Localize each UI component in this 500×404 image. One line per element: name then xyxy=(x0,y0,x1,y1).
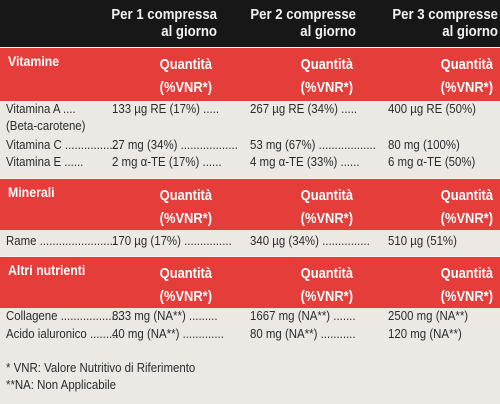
divider xyxy=(0,47,500,48)
table-row: Vitamina E ...... 2 mg α-TE (17%) ......… xyxy=(0,154,500,170)
table-row: Vitamina A .... 133 µg RE (17%) ..... 26… xyxy=(0,101,500,117)
value-2: 53 mg (67%) .................. xyxy=(250,137,376,152)
nutrient-name: Acido ialuronico ......... xyxy=(6,326,119,341)
section-title: Minerali xyxy=(8,184,55,200)
table-header: Per 1 compressa al giorno Per 2 compress… xyxy=(0,0,500,47)
quantity-label: Quantità (%VNR*) xyxy=(300,187,353,227)
quantity-label: Quantità (%VNR*) xyxy=(159,187,212,227)
divider xyxy=(0,178,500,179)
value-3: 6 mg α-TE (50%) xyxy=(388,154,476,169)
footnote-vnr: * VNR: Valore Nutritivo di Riferimento xyxy=(6,360,196,375)
value-3: 510 µg (51%) xyxy=(388,233,457,248)
quantity-label: Quantità (%VNR*) xyxy=(159,265,212,305)
value-1: 133 µg RE (17%) ..... xyxy=(112,101,220,116)
value-3: 2500 mg (NA**) xyxy=(388,308,469,323)
value-3: 80 mg (100%) xyxy=(388,137,460,152)
quantity-label: Quantità (%VNR*) xyxy=(440,265,493,305)
quantity-label: Quantità (%VNR*) xyxy=(440,56,493,96)
section-title: Altri nutrienti xyxy=(8,262,86,278)
value-3: 120 mg (NA**) xyxy=(388,326,462,341)
quantity-label: Quantità (%VNR*) xyxy=(300,265,353,305)
value-2: 267 µg RE (34%) ..... xyxy=(250,101,358,116)
value-1: 833 mg (NA**) ......... xyxy=(112,308,218,323)
value-1: 40 mg (NA**) ............. xyxy=(112,326,224,341)
table-row: Rame ........................ 170 µg (17… xyxy=(0,233,500,249)
section-title: Vitamine xyxy=(8,53,60,69)
section-header-minerali: Minerali Quantità (%VNR*) Quantità (%VNR*)… xyxy=(0,178,500,230)
value-1: 2 mg α-TE (17%) ...... xyxy=(112,154,222,169)
value-2: 4 mg α-TE (33%) ...... xyxy=(250,154,360,169)
quantity-label: Quantità (%VNR*) xyxy=(159,56,212,96)
value-1: 170 µg (17%) ............... xyxy=(112,233,232,248)
value-3: 400 µg RE (50%) xyxy=(388,101,476,116)
value-2: 340 µg (34%) ............... xyxy=(250,233,370,248)
nutrient-name: Rame ........................ xyxy=(6,233,116,248)
nutrient-name: Vitamina E ...... xyxy=(6,154,84,169)
header-col-2: Per 2 compresse al giorno xyxy=(250,6,356,40)
table-row: (Beta-carotene) xyxy=(0,118,500,134)
divider xyxy=(0,256,500,257)
nutrient-name: (Beta-carotene) xyxy=(6,118,86,133)
value-2: 80 mg (NA**) ........... xyxy=(250,326,356,341)
section-header-altri-nutrienti: Altri nutrienti Quantità (%VNR*) Quantità… xyxy=(0,256,500,308)
footnote-na: **NA: Non Applicabile xyxy=(6,377,117,392)
nutrient-name: Vitamina C .................. xyxy=(6,137,123,152)
table-row: Vitamina C .................. 27 mg (34%… xyxy=(0,137,500,153)
header-col-3: Per 3 compresse al giorno xyxy=(392,6,498,40)
nutrient-name: Vitamina A .... xyxy=(6,101,76,116)
value-2: 1667 mg (NA**) ....... xyxy=(250,308,356,323)
nutrient-name: Collagene ................... xyxy=(6,308,122,323)
section-header-vitamine: Vitamine Quantità (%VNR*) Quantità (%VNR*)… xyxy=(0,47,500,101)
quantity-label: Quantità (%VNR*) xyxy=(300,56,353,96)
header-col-1: Per 1 compressa al giorno xyxy=(111,6,217,40)
value-1: 27 mg (34%) .................. xyxy=(112,137,238,152)
table-row: Acido ialuronico ......... 40 mg (NA**) … xyxy=(0,326,500,342)
quantity-label: Quantità (%VNR*) xyxy=(440,187,493,227)
table-row: Collagene ................... 833 mg (NA… xyxy=(0,308,500,324)
